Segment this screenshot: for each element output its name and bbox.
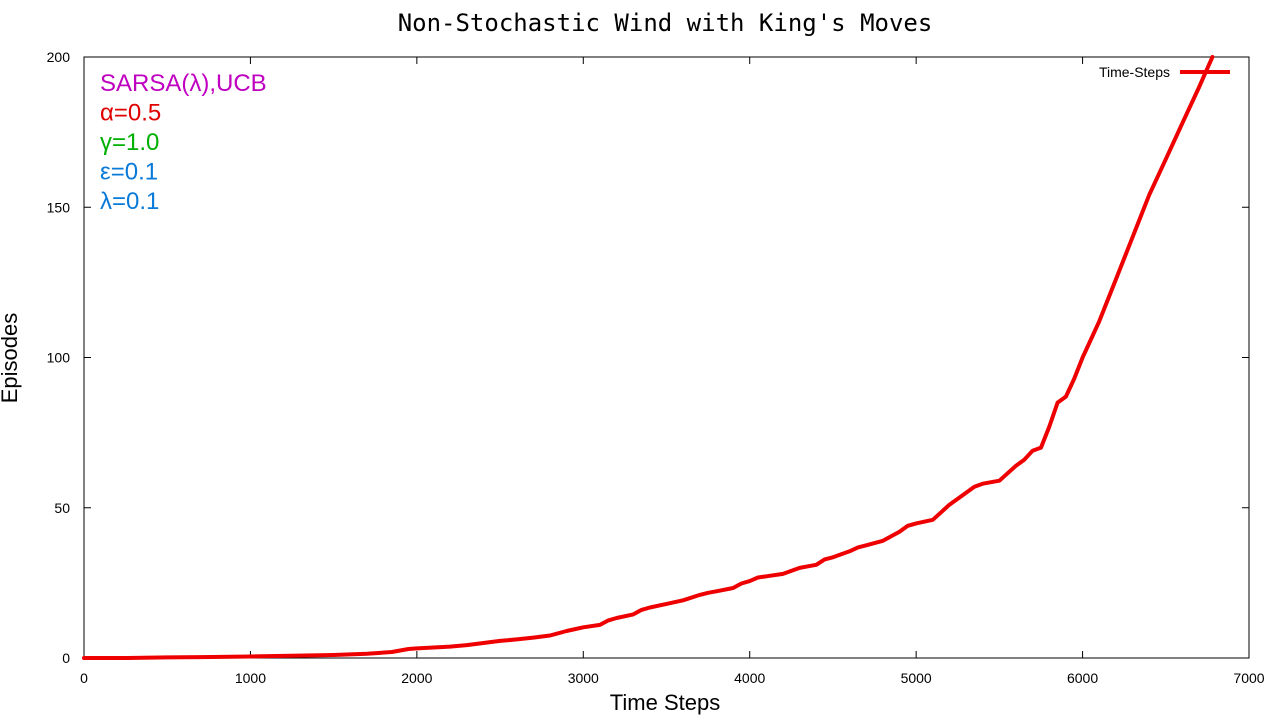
y-tick-label: 0 xyxy=(62,650,70,666)
series-line xyxy=(82,55,1215,660)
x-tick-label: 7000 xyxy=(1233,670,1264,686)
parameter-annotation: ε=0.1 xyxy=(100,159,158,186)
x-tick-label: 4000 xyxy=(734,670,765,686)
x-tick-label: 6000 xyxy=(1067,670,1098,686)
parameter-annotation: α=0.5 xyxy=(100,100,161,127)
x-tick-label: 0 xyxy=(80,670,88,686)
x-axis-label: Time Steps xyxy=(610,690,720,715)
y-tick-label: 50 xyxy=(54,500,70,516)
chart-title: Non-Stochastic Wind with King's Moves xyxy=(398,9,933,37)
plot-frame xyxy=(83,56,1250,659)
parameter-annotation: λ=0.1 xyxy=(100,188,159,215)
x-axis-ticks: 0 1000 2000 3000 4000 5000 6000 7000 xyxy=(80,57,1265,686)
x-tick-label: 5000 xyxy=(901,670,932,686)
y-tick-label: 100 xyxy=(47,350,71,366)
y-axis-ticks: 0 50 100 150 200 xyxy=(47,49,1249,666)
parameter-annotation: SARSA(λ),UCB xyxy=(100,70,267,97)
series-layer xyxy=(82,55,1215,660)
x-tick-label: 2000 xyxy=(401,670,432,686)
parameter-annotations: SARSA(λ),UCB α=0.5γ=1.0 ε=0.1λ=0.1 xyxy=(100,70,267,215)
x-tick-label: 3000 xyxy=(568,670,599,686)
parameter-annotation: γ=1.0 xyxy=(100,129,159,156)
legend-label: Time-Steps xyxy=(1099,64,1170,80)
legend: Time-Steps xyxy=(1099,64,1230,80)
y-axis-label: Episodes xyxy=(0,313,22,404)
y-tick-label: 150 xyxy=(47,199,71,215)
y-tick-label: 200 xyxy=(47,49,71,65)
x-tick-label: 1000 xyxy=(235,670,266,686)
